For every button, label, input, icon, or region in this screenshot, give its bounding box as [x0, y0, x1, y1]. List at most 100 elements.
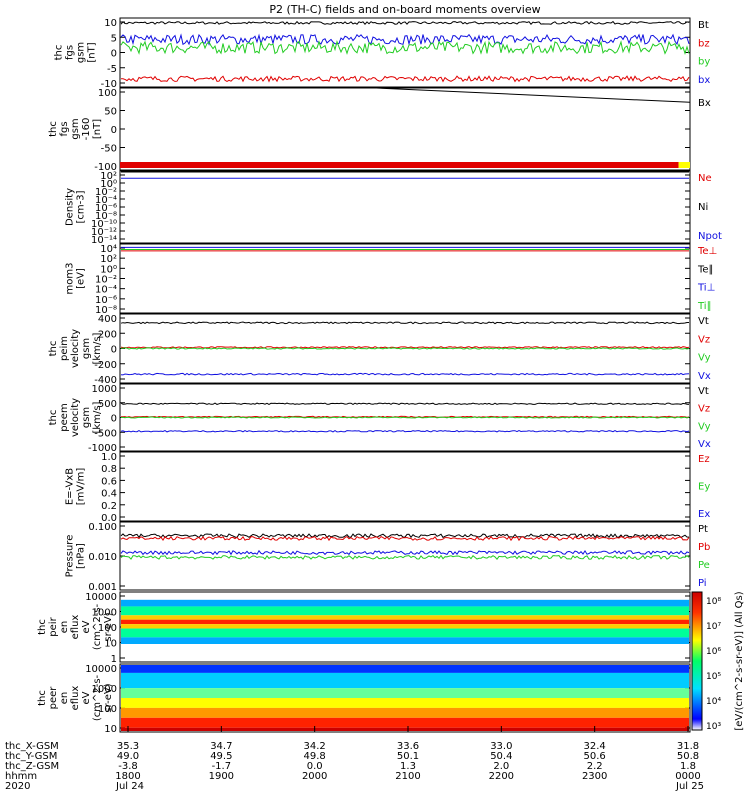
colorbar-label: [eV/(cm^2-s-sr-eV)] (All Qs) [734, 591, 745, 730]
x-tick-label: 33.0 [490, 741, 512, 752]
y-axis-label: E=-VxB [65, 468, 76, 505]
legend-label: Bt [698, 20, 709, 31]
x-tick-label: 1.3 [400, 761, 416, 772]
x-row-label: hhmm [5, 771, 37, 782]
y-tick-label: 10000 [85, 664, 117, 675]
x-tick-label: -1.7 [212, 761, 232, 772]
y-tick-label: 10⁻² [95, 275, 117, 286]
series-Vy [121, 347, 690, 350]
y-axis-label: thc [48, 121, 59, 137]
y-axis-label: [cm-3] [76, 190, 87, 223]
y-axis-label: [nT] [87, 42, 98, 62]
plot-title: P2 (TH-C) fields and on-board moments ov… [269, 3, 540, 16]
y-axis-label: [eV] [76, 268, 87, 289]
x-tick-label: 2.0 [493, 761, 509, 772]
colorbar-tick-label: 10³ [706, 722, 721, 732]
panel-5: 400 200 0 -200 -400 thc peim velocity gsm [km/s] V… [48, 313, 711, 386]
legend-label: Ti⊥ [697, 283, 715, 294]
x-tick-label: -3.8 [118, 761, 138, 772]
y-axis-label: [km/s] [92, 332, 103, 364]
y-tick-label: 0.010 [88, 552, 117, 563]
heatmap-band [121, 665, 689, 673]
panel-10: 10000 1000 100 10 thc peer en eflux eV (cm^2-s-sr… [37, 663, 691, 735]
y-axis-label: sr-eV) [103, 612, 114, 641]
y-axis-label: Density [65, 188, 76, 226]
legend-label: Bx [698, 98, 711, 109]
y-tick-label: 100 [98, 704, 117, 715]
y-axis-label: fgs [59, 121, 70, 136]
series-Vt [120, 321, 689, 325]
legend-label: Vy [698, 421, 711, 432]
y-tick-label: 10⁻¹² [91, 227, 117, 238]
y-axis-label: velocity [70, 329, 81, 368]
y-tick-label: 10⁻⁸ [95, 211, 117, 222]
series-Vx [120, 372, 690, 376]
y-tick-label: 0.0 [101, 513, 117, 524]
panel-frame [119, 451, 691, 522]
y-tick-label: 10000 [85, 592, 117, 603]
heatmap-band [121, 624, 689, 629]
y-tick-label: 1000 [92, 608, 117, 619]
y-tick-label: 0.4 [101, 489, 117, 500]
colorbar-scale [691, 591, 703, 731]
y-tick-label: 10 [104, 18, 117, 29]
y-tick-label: -400 [94, 375, 117, 386]
y-tick-label: 1000 [92, 684, 117, 695]
panel-9: 10000 1000 100 10 1 thc peir en eflux eV (cm^2-s-s… [37, 591, 691, 665]
y-axis-label: peim [59, 336, 70, 361]
y-axis-label: sr-eV) [103, 683, 114, 712]
y-axis-label: fgs [65, 45, 76, 60]
x-tick-label: 50.8 [677, 751, 699, 762]
heatmap-band [121, 698, 689, 708]
y-tick-label: 10 [104, 639, 117, 650]
x-tick-label: 2200 [489, 771, 514, 782]
legend-label: Pt [698, 524, 708, 535]
panel-frame [119, 663, 691, 733]
y-tick-label: 0 [111, 345, 117, 356]
y-axis-label: (cm^2-s- [92, 674, 103, 721]
x-tick-label: 34.2 [304, 741, 326, 752]
heatmap-band [121, 672, 689, 689]
legend-label: Vz [698, 334, 710, 345]
series-Vt [120, 402, 690, 405]
y-tick-label: 1000 [92, 384, 117, 395]
x-tick-label: Jul 24 [115, 781, 144, 792]
y-tick-label: 0.100 [88, 522, 117, 533]
state-bar-segment [120, 162, 679, 168]
series-bx [120, 33, 690, 46]
x-row-label: thc_Y-GSM [5, 751, 57, 762]
x-tick-label: 35.3 [117, 741, 139, 752]
x-tick-label: Jul 25 [675, 781, 704, 792]
series-bz [120, 75, 690, 83]
heatmap-band [121, 619, 689, 625]
y-tick-label: 10⁻⁶ [95, 203, 117, 214]
series-Bt [120, 20, 690, 25]
series-Vz [120, 346, 690, 349]
y-axis-label: velocity [70, 398, 81, 437]
y-tick-label: 0.2 [101, 501, 117, 512]
y-tick-label: 1 [111, 654, 117, 665]
legend-label: bz [698, 38, 710, 49]
x-tick-label: 2300 [582, 771, 607, 782]
panel-frame [119, 87, 691, 171]
y-tick-label: 5 [111, 33, 117, 44]
legend-label: bx [698, 75, 710, 86]
y-axis-label: mom3 [65, 263, 76, 295]
panel-8: 0.100 0.010 0.001 Pressure [nPa] Pt Pb Pe Pi [65, 521, 710, 593]
state-bar-segment [678, 162, 690, 168]
y-tick-label: 100 [98, 88, 117, 99]
y-tick-label: -50 [101, 144, 117, 155]
y-axis-label: gsm [81, 338, 92, 359]
legend-label: Ex [698, 509, 710, 520]
panel-6: 1000 500 0 -500 -1000 thc peem velocity gsm [km/s… [48, 383, 711, 454]
heatmap-band [121, 688, 689, 698]
heatmap-band [121, 717, 689, 728]
heatmap-band [121, 599, 689, 607]
y-tick-label: -500 [94, 428, 117, 439]
y-tick-label: 0 [111, 125, 117, 136]
legend-label: Npot [698, 231, 722, 242]
y-axis-label: gsm [76, 42, 87, 63]
y-tick-label: 0 [111, 414, 117, 425]
y-tick-label: 10⁻⁴ [95, 195, 117, 206]
